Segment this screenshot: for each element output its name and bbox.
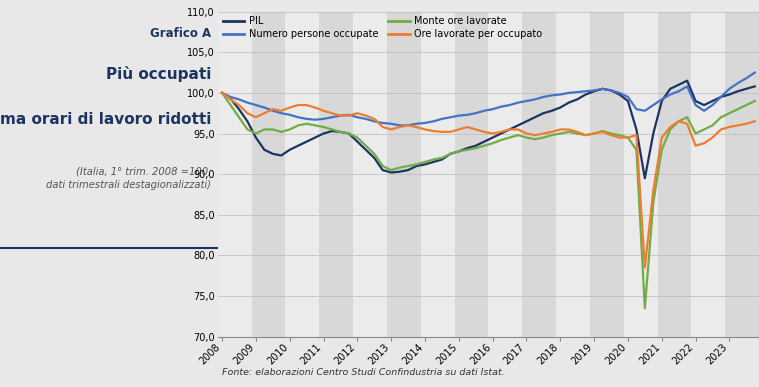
Bar	[420, 12, 455, 337]
Text: (Italia, 1° trim. 2008 =100,
dati trimestrali destagionalizzati): (Italia, 1° trim. 2008 =100, dati trimes…	[46, 166, 211, 190]
Legend: PIL, Numero persone occupate, Monte ore lavorate, Ore lavorate per occupato: PIL, Numero persone occupate, Monte ore …	[222, 17, 543, 39]
Bar	[691, 12, 725, 337]
Bar	[657, 12, 691, 337]
Bar	[285, 12, 320, 337]
Bar	[489, 12, 522, 337]
Text: ma orari di lavoro ridotti: ma orari di lavoro ridotti	[0, 112, 211, 127]
Text: Fonte: elaborazioni Centro Studi Confindustria su dati Istat.: Fonte: elaborazioni Centro Studi Confind…	[222, 368, 505, 377]
Text: Grafico A: Grafico A	[150, 27, 211, 40]
Bar	[218, 12, 252, 337]
Bar	[353, 12, 387, 337]
Bar	[320, 12, 353, 337]
Bar	[252, 12, 285, 337]
Bar	[522, 12, 556, 337]
Bar	[624, 12, 657, 337]
Bar	[556, 12, 590, 337]
Bar	[725, 12, 759, 337]
Bar	[590, 12, 624, 337]
Bar	[387, 12, 420, 337]
Text: Più occupati: Più occupati	[106, 66, 211, 82]
Bar	[455, 12, 489, 337]
